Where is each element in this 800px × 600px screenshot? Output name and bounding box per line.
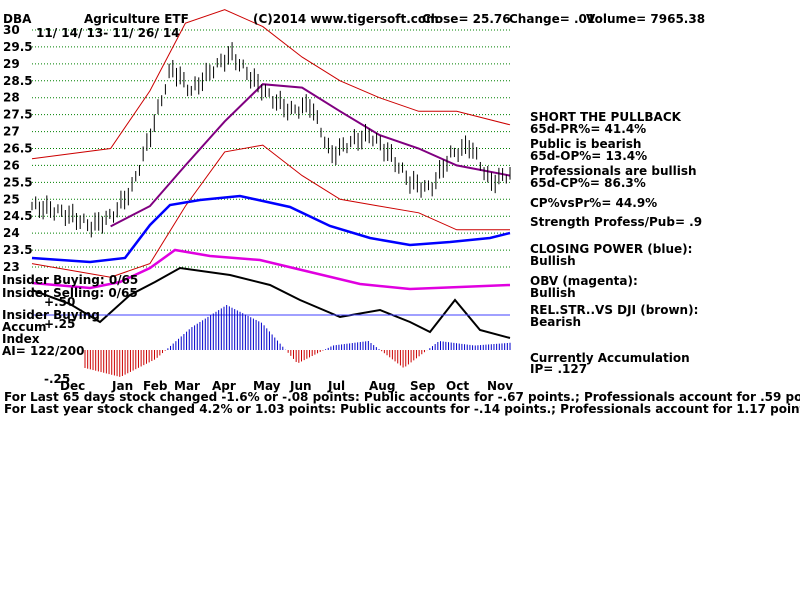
pr-value: 65d-PR%= 41.4% bbox=[530, 122, 647, 136]
y-tick-label: 23.5 bbox=[3, 243, 33, 257]
x-tick-label: Apr bbox=[212, 379, 236, 393]
x-tick-label: Aug bbox=[369, 379, 395, 393]
ai-value: AI= 122/200 bbox=[2, 344, 85, 358]
insider-buying-label-2: Insider Buying bbox=[2, 308, 100, 322]
y-tick-label: 25.5 bbox=[3, 175, 33, 189]
y-tick-label: 23 bbox=[3, 260, 20, 274]
relstr-value: Bearish bbox=[530, 315, 582, 329]
ticker-symbol: DBA bbox=[3, 12, 32, 26]
upper-band-line bbox=[31, 9, 511, 160]
accum-plus50-label: +.50 bbox=[44, 295, 76, 309]
y-tick-label: 28.5 bbox=[3, 74, 33, 88]
accumulation-title: Currently Accumulation bbox=[530, 351, 690, 365]
change-value: Change= .01 bbox=[509, 12, 596, 26]
x-tick-label: May bbox=[253, 379, 281, 393]
ip-value: IP= .127 bbox=[530, 362, 588, 376]
y-tick-label: 27 bbox=[3, 125, 20, 139]
cp-value: 65d-CP%= 86.3% bbox=[530, 176, 646, 190]
accum-label: Accum bbox=[2, 320, 47, 334]
y-tick-label: 26.5 bbox=[3, 142, 33, 156]
index-label: Index bbox=[2, 332, 40, 346]
x-axis-months: Dec Jan Feb Mar Apr May Jun Jul Aug Sep Oct Nov bbox=[60, 379, 513, 393]
price-bars bbox=[31, 42, 511, 238]
close-value: Close= 25.76 bbox=[422, 12, 511, 26]
accum-minus25-label: -.25 bbox=[44, 372, 71, 386]
obv-value: Bullish bbox=[530, 286, 576, 300]
footer-65day-summary: For Last 65 days stock changed -1.6% or … bbox=[4, 390, 800, 404]
closing-power-value: Bullish bbox=[530, 254, 576, 268]
strength-value: Strength Profess/Pub= .9 bbox=[530, 215, 703, 229]
footer-year-summary: For Last year stock changed 4.2% or 1.03… bbox=[4, 402, 800, 416]
y-tick-label: 28 bbox=[3, 91, 20, 105]
x-tick-label: Dec bbox=[60, 379, 85, 393]
op-value: 65d-OP%= 13.4% bbox=[530, 149, 648, 163]
insider-buying-label: Insider Buying: 0/65 bbox=[2, 273, 139, 287]
y-tick-label: 25 bbox=[3, 192, 20, 206]
x-tick-label: Sep bbox=[410, 379, 436, 393]
y-tick-label: 29 bbox=[3, 57, 20, 71]
cp-vs-pr-value: CP%vsPr%= 44.9% bbox=[530, 196, 658, 210]
y-tick-label: 29.5 bbox=[3, 40, 33, 54]
x-tick-label: Jul bbox=[327, 379, 345, 393]
x-tick-label: Mar bbox=[174, 379, 200, 393]
indicator-lines bbox=[31, 194, 511, 339]
x-tick-label: Jan bbox=[111, 379, 133, 393]
obv-line bbox=[31, 248, 511, 291]
fund-name: Agriculture ETF bbox=[84, 12, 189, 26]
band-lines bbox=[31, 9, 511, 278]
short-pullback-title: SHORT THE PULLBACK bbox=[530, 110, 681, 124]
accum-plus25-label: +.25 bbox=[44, 317, 76, 331]
y-tick-label: 27.5 bbox=[3, 108, 33, 122]
closing-power-line bbox=[31, 194, 511, 264]
y-axis-ticks: 30 29.5 29 28.5 28 27.5 27 26.5 26 25.5 25 24.5 24 23… bbox=[3, 23, 33, 274]
x-tick-label: Nov bbox=[487, 379, 513, 393]
y-tick-label: 26 bbox=[3, 158, 20, 172]
insider-selling-label: Insider Selling: 0/65 bbox=[2, 286, 138, 300]
date-range: 11/ 14/ 13- 11/ 26/ 14 bbox=[36, 26, 180, 40]
accumulation-histogram bbox=[84, 305, 511, 377]
rel-strength-line bbox=[31, 266, 511, 339]
lower-band-line bbox=[31, 144, 510, 278]
closing-power-title: CLOSING POWER (blue): bbox=[530, 242, 693, 256]
x-tick-label: Oct bbox=[446, 379, 469, 393]
volume-value: Volume= 7965.38 bbox=[586, 12, 706, 26]
copyright-source: (C)2014 www.tigersoft.com bbox=[253, 12, 439, 26]
moving-average-line bbox=[110, 83, 511, 228]
relstr-title: REL.STR..VS DJI (brown): bbox=[530, 303, 699, 317]
price-gridlines bbox=[32, 29, 510, 268]
x-tick-label: Jun bbox=[289, 379, 312, 393]
professionals-title: Professionals are bullish bbox=[530, 164, 697, 178]
public-bearish-title: Public is bearish bbox=[530, 137, 642, 151]
y-tick-label: 24.5 bbox=[3, 209, 33, 223]
obv-title: OBV (magenta): bbox=[530, 274, 638, 288]
y-tick-label: 30 bbox=[3, 23, 20, 37]
x-tick-label: Feb bbox=[143, 379, 168, 393]
y-tick-label: 24 bbox=[3, 226, 20, 240]
